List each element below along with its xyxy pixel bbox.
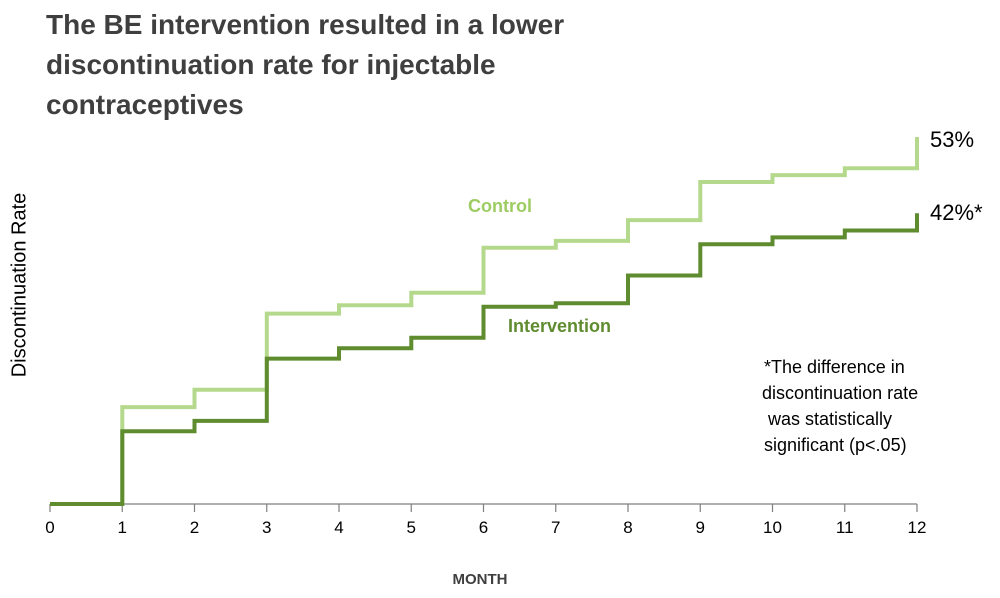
x-tick-label-10: 10 [763, 518, 782, 537]
x-tick-label-5: 5 [407, 518, 416, 537]
x-tick-label-11: 11 [836, 518, 854, 537]
x-axis-label: MONTH [452, 571, 508, 588]
x-tick-label-12: 12 [908, 518, 927, 537]
significance-footnote: *The difference in discontinuation rate … [752, 354, 962, 458]
x-tick-label-3: 3 [262, 518, 271, 537]
x-tick-label-0: 0 [45, 518, 54, 537]
x-tick-label-4: 4 [334, 518, 343, 537]
series-label-intervention: Intervention [508, 316, 612, 336]
footnote-line-3: was statistically [768, 409, 893, 429]
x-tick-label-6: 6 [479, 518, 488, 537]
x-tick-label-9: 9 [696, 518, 705, 537]
x-tick-label-7: 7 [551, 518, 560, 537]
series-line-intervention [50, 213, 919, 506]
x-tick-label-1: 1 [118, 518, 127, 537]
x-tick-label-2: 2 [190, 518, 199, 537]
footnote-line-2: discontinuation rate [762, 383, 919, 403]
footnote-line-1: *The difference in [764, 357, 905, 377]
end-label-intervention: 42%* [930, 200, 983, 225]
chart-title: The BE intervention resulted in a lower … [46, 9, 565, 120]
series-line-control [50, 137, 919, 506]
series-label-control: Control [468, 196, 532, 216]
end-label-control: 53% [930, 127, 975, 152]
x-tick-label-8: 8 [623, 518, 632, 537]
footnote-line-4: significant (p<.05) [764, 435, 907, 455]
